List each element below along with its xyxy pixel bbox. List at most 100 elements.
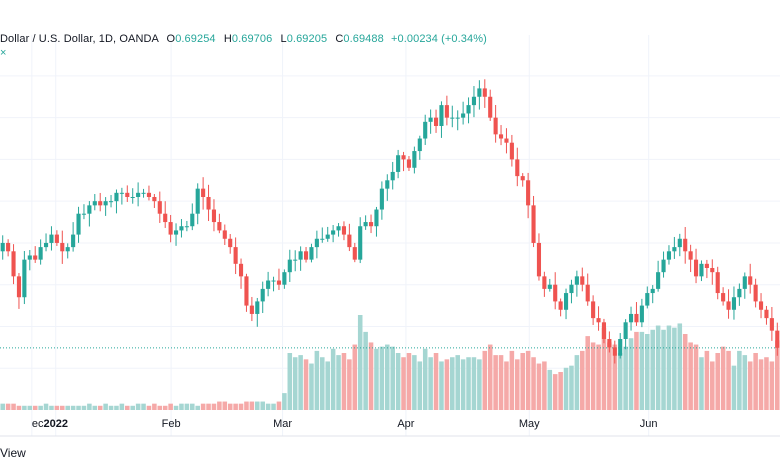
candle-body — [704, 263, 709, 268]
candle-body — [672, 247, 677, 252]
candle-body — [179, 226, 184, 231]
candle-body — [650, 288, 655, 294]
symbol-title: Dollar / U.S. Dollar, 1D, OANDA — [0, 33, 159, 45]
candle-body — [119, 192, 124, 194]
volume-bar — [119, 403, 125, 410]
volume-bar — [363, 331, 368, 410]
candle-body — [526, 180, 531, 206]
volume-bar — [357, 315, 363, 410]
candle-body — [16, 276, 22, 298]
volume-bar — [666, 325, 672, 410]
volume-bar — [661, 329, 666, 410]
candle-body — [336, 226, 341, 231]
candle-body — [287, 259, 292, 273]
candle-body — [423, 121, 428, 139]
candle-body — [152, 197, 157, 202]
volume-bar — [341, 353, 347, 410]
volume-bar — [412, 355, 417, 410]
volume-bar — [76, 405, 81, 410]
candle-body — [656, 272, 661, 289]
candle-body — [390, 171, 395, 181]
volume-bar — [92, 405, 98, 410]
candle-body — [108, 201, 114, 203]
volume-bar — [710, 361, 715, 410]
candle-body — [211, 209, 217, 223]
candle-body — [563, 293, 569, 310]
candle-body — [27, 255, 32, 260]
candle-body — [477, 88, 482, 97]
volume-bar — [547, 369, 553, 410]
volume-bar — [655, 325, 661, 410]
candle-body — [22, 259, 27, 298]
footer-view-link[interactable]: View — [0, 446, 26, 460]
candle-body — [721, 293, 726, 302]
volume-bar — [612, 344, 618, 410]
candle-body — [775, 330, 780, 348]
volume-bar — [320, 357, 325, 410]
volume-bar — [596, 344, 601, 410]
candle-body — [271, 280, 276, 282]
volume-bar — [645, 334, 650, 410]
candle-body — [493, 117, 498, 135]
high-value: 0.69706 — [231, 33, 273, 45]
volume-bar — [677, 323, 683, 410]
candle-body — [33, 255, 38, 260]
candle-body — [54, 234, 59, 243]
candle-body — [574, 276, 579, 285]
candle-body — [748, 276, 753, 285]
volume-bars — [0, 315, 780, 410]
candle-body — [98, 201, 103, 206]
volume-bar — [325, 361, 330, 410]
candle-body — [352, 247, 357, 260]
candle-body — [146, 192, 152, 197]
candle-body — [547, 284, 552, 289]
candle-body — [266, 280, 271, 289]
candle-body — [677, 238, 682, 248]
x-tick-label: Jun — [640, 418, 658, 430]
volume-bar — [639, 331, 645, 410]
volume-bar — [255, 401, 260, 410]
candle-body — [157, 201, 162, 214]
candle-body — [699, 263, 704, 277]
volume-bar — [347, 359, 352, 410]
candle-body — [293, 259, 298, 261]
candle-body — [412, 151, 417, 168]
candle-body — [623, 322, 628, 339]
x-tick-label: Mar — [273, 418, 292, 430]
candle-body — [482, 88, 487, 97]
volume-bar — [282, 393, 287, 410]
x-tick-label: 2022 — [43, 418, 67, 430]
volume-bar — [509, 350, 515, 410]
candle-body — [520, 176, 525, 181]
volume-bar — [190, 403, 195, 410]
low-label: L — [280, 33, 287, 45]
candle-body — [309, 247, 314, 260]
candle-body — [634, 313, 639, 323]
candle-body — [607, 339, 612, 348]
candle-body — [206, 197, 211, 210]
volume-bar — [720, 346, 726, 410]
volume-bar — [466, 357, 471, 410]
candle-body — [76, 213, 81, 235]
volume-bar — [260, 401, 265, 410]
volume-bar — [206, 403, 211, 410]
volume-bar — [125, 405, 130, 410]
candle-body — [531, 205, 536, 243]
volume-bar — [70, 405, 76, 410]
volume-bar — [504, 361, 509, 410]
high-label: H — [223, 33, 232, 45]
candle-body — [385, 180, 390, 189]
volume-bar — [309, 363, 314, 410]
volume-bar — [32, 405, 38, 410]
volume-bar — [211, 403, 217, 410]
volume-bar — [558, 372, 563, 410]
close-icon[interactable]: × — [0, 47, 7, 59]
volume-bar — [152, 403, 157, 410]
candle-body — [49, 234, 54, 243]
candle-body — [92, 201, 97, 206]
candle-body — [238, 263, 244, 277]
volume-bar — [157, 405, 163, 410]
volume-bar — [390, 346, 395, 410]
candle-body — [471, 96, 477, 106]
